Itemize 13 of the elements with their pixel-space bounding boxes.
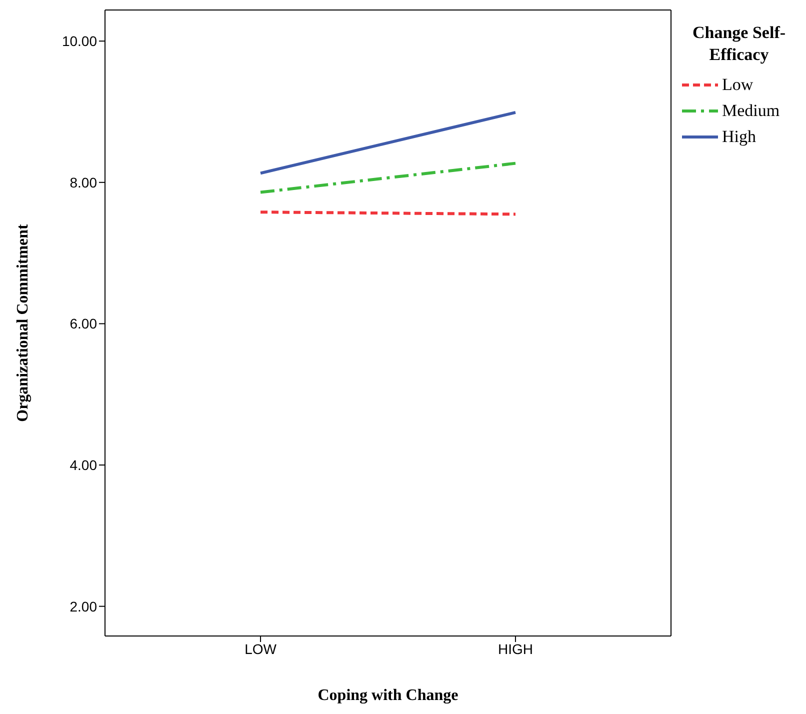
legend-title: Change Self-Efficacy — [691, 22, 787, 66]
legend-label: High — [722, 127, 756, 147]
x-tick-label: LOW — [244, 640, 278, 657]
y-tick-label: 8.00 — [70, 174, 98, 190]
x-tick-label: HIGH — [498, 640, 533, 657]
y-tick-label: 4.00 — [70, 456, 98, 473]
x-axis-title: Coping with Change — [318, 687, 458, 704]
y-axis-title: Organizational Commitment — [14, 223, 32, 422]
legend-label: Medium — [722, 101, 780, 121]
legend-label: Low — [722, 75, 754, 95]
y-tick-label: 2.00 — [70, 598, 98, 614]
y-tick-label: 10.00 — [62, 33, 98, 50]
y-tick-label: 6.00 — [70, 316, 98, 332]
